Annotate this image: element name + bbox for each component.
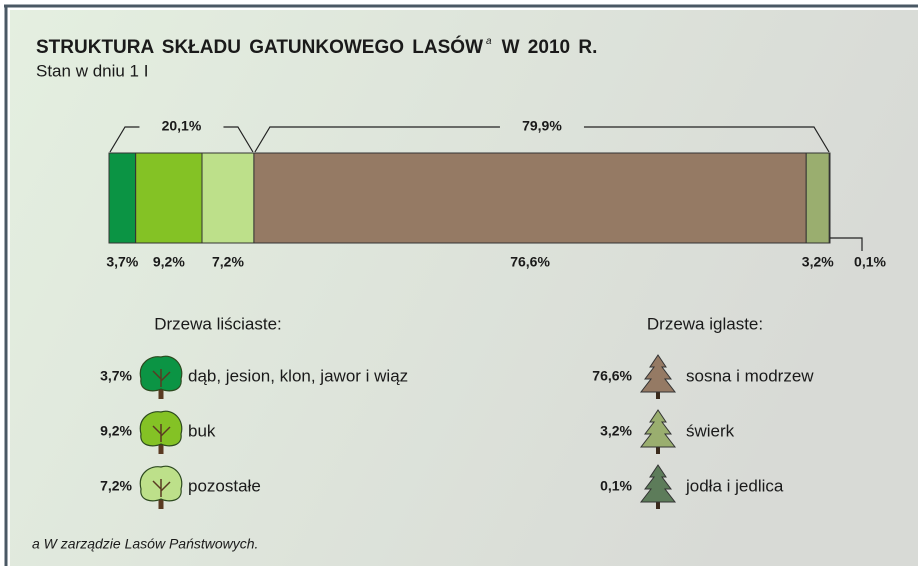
- icon-crown: [639, 464, 677, 503]
- legend-value: 3,2%: [600, 423, 632, 439]
- footnote: a W zarządzie Lasów Państwowych.: [32, 536, 258, 552]
- title-main: STRUKTURA SKŁADU GATUNKOWEGO LASÓW: [36, 36, 483, 58]
- bar-segment: [828, 152, 831, 244]
- title-suffix: W 2010 R.: [502, 37, 598, 58]
- legend-label: dąb, jesion, klon, jawor i wiąz: [188, 366, 408, 385]
- legend-value: 3,7%: [100, 368, 132, 384]
- leader-line: [830, 237, 863, 251]
- icon-trunk: [158, 493, 164, 509]
- subtitle: Stan w dniu 1 I: [36, 61, 148, 80]
- legend-icon: [639, 409, 677, 454]
- icon-branches: [152, 369, 171, 387]
- legend-value: 9,2%: [100, 423, 132, 439]
- icon-trunk: [158, 383, 164, 399]
- legend-icon: [139, 410, 183, 454]
- group-bracket: [254, 126, 830, 153]
- legend-value: 76,6%: [592, 368, 632, 384]
- legend-label: pozostałe: [188, 476, 261, 495]
- value-label: 7,2%: [212, 254, 244, 270]
- legend-icon: [639, 354, 677, 399]
- legend-label: świerk: [686, 421, 735, 440]
- icon-crown: [639, 409, 677, 448]
- legend-value: 7,2%: [100, 478, 132, 494]
- value-label: 3,2%: [802, 254, 834, 270]
- value-label: 0,1%: [854, 254, 886, 270]
- bar-segment: [805, 152, 830, 244]
- legend-heading: Drzewa iglaste:: [647, 314, 763, 333]
- legend-heading: Drzewa liściaste:: [154, 314, 282, 333]
- icon-branches: [152, 479, 171, 497]
- legend-value: 0,1%: [600, 478, 632, 494]
- legend-icon: [139, 355, 183, 399]
- bar-segment: [108, 152, 137, 244]
- legend-label: jodła i jedlica: [685, 476, 784, 495]
- chart-title: STRUKTURA SKŁADU GATUNKOWEGO LASÓW a W 201…: [36, 36, 597, 58]
- bar-segment: [201, 152, 255, 244]
- icon-trunk: [656, 446, 660, 454]
- legend-label: buk: [188, 421, 216, 440]
- legend-label: sosna i modrzew: [686, 366, 814, 385]
- legend-icon: [139, 465, 183, 509]
- icon-trunk: [656, 501, 660, 509]
- group-label: 20,1%: [162, 118, 202, 134]
- value-label: 9,2%: [153, 254, 185, 270]
- value-label: 76,6%: [510, 254, 550, 270]
- bar-segment: [253, 152, 807, 244]
- value-label: 3,7%: [106, 254, 138, 270]
- icon-trunk: [656, 391, 660, 399]
- title-note: a: [486, 36, 492, 47]
- icon-crown: [639, 354, 677, 393]
- bar-segment: [135, 152, 203, 244]
- icon-branches: [152, 424, 171, 442]
- group-bracket: [109, 126, 254, 153]
- icon-trunk: [158, 438, 164, 454]
- group-label: 79,9%: [522, 118, 562, 134]
- legend-icon: [639, 464, 677, 509]
